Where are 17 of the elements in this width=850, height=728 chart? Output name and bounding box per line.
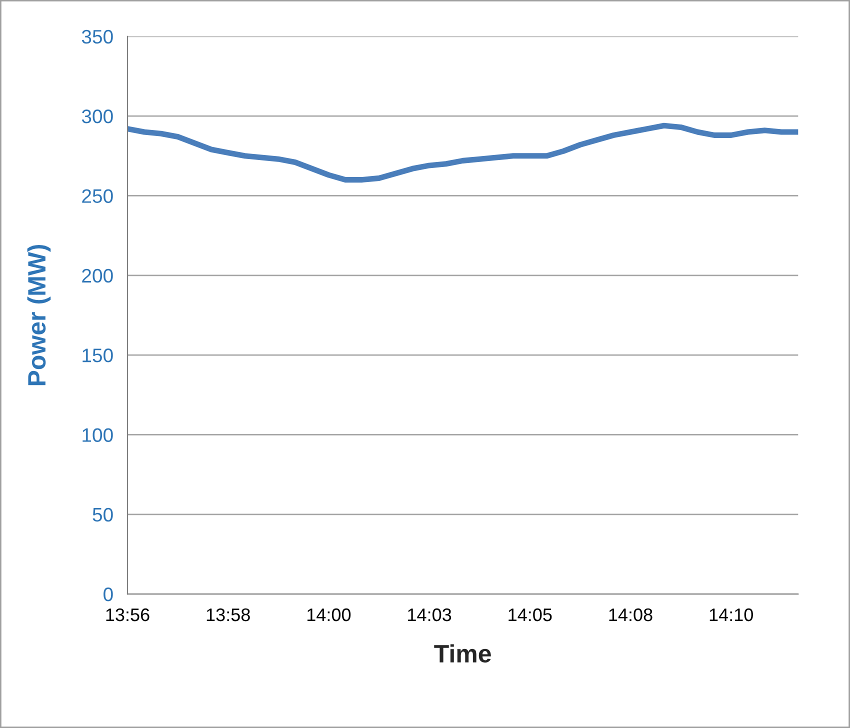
x-tick-label: 14:05 xyxy=(508,608,552,622)
x-tick-label: 13:56 xyxy=(106,608,150,622)
x-axis-title: Time xyxy=(434,644,491,663)
y-tick-label: 50 xyxy=(92,508,113,522)
y-axis-title: Power (MW) xyxy=(27,244,51,386)
x-tick-label: 13:58 xyxy=(206,608,250,622)
y-tick-label: 100 xyxy=(82,428,113,442)
y-tick-label: 300 xyxy=(82,110,113,124)
y-tick-label: 0 xyxy=(104,588,113,602)
x-tick-label: 14:10 xyxy=(710,608,753,622)
y-tick-label: 350 xyxy=(82,30,113,44)
x-tick-label: 14:03 xyxy=(408,608,452,622)
x-tick-label: 14:08 xyxy=(609,608,652,622)
y-tick-label: 150 xyxy=(82,348,113,362)
x-tick-label: 14:00 xyxy=(307,608,351,622)
y-tick-label: 250 xyxy=(82,189,113,203)
y-tick-label: 200 xyxy=(82,268,113,283)
